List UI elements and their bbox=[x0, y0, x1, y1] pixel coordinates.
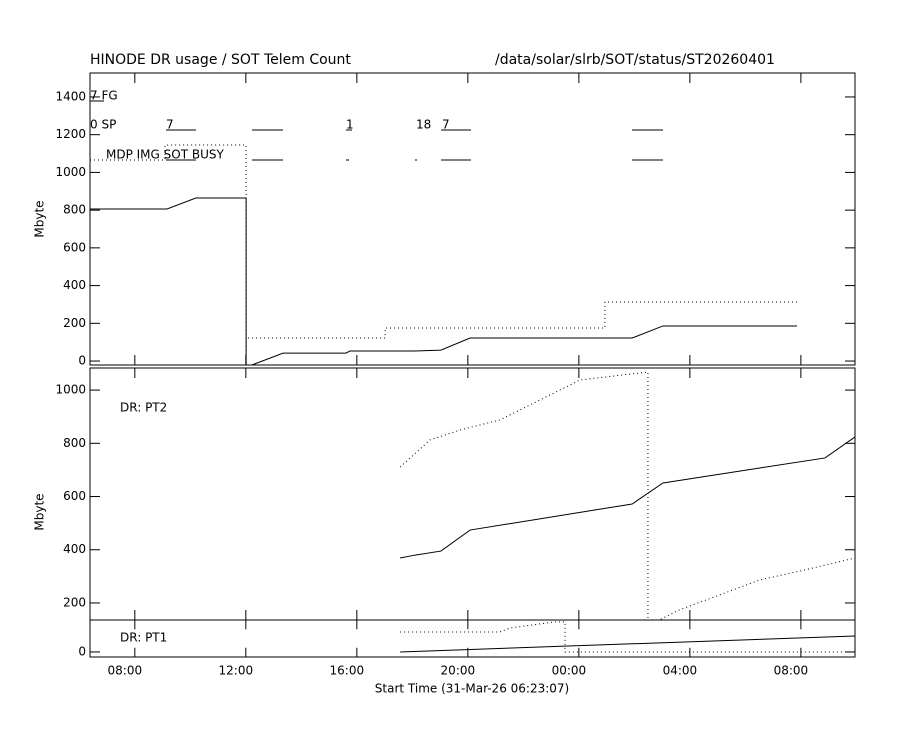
annotation: 7 bbox=[442, 118, 450, 132]
x-tick-label: 08:00 bbox=[774, 664, 809, 678]
panel-label: DR: PT1 bbox=[120, 631, 167, 645]
y-tick-label: 400 bbox=[63, 542, 86, 556]
y-tick-label: 800 bbox=[63, 203, 86, 217]
series-line bbox=[400, 436, 856, 559]
series-line bbox=[90, 144, 247, 365]
annotation: 7 FG bbox=[90, 89, 118, 103]
y-tick-label: 1400 bbox=[55, 89, 86, 103]
series-line bbox=[399, 371, 856, 621]
x-tick-label: 12:00 bbox=[219, 664, 254, 678]
y-tick-label: 1000 bbox=[55, 165, 86, 179]
y-tick-label: 600 bbox=[63, 240, 86, 254]
y-tick-label: 200 bbox=[63, 595, 86, 609]
series-line bbox=[400, 621, 855, 653]
chart-title: HINODE DR usage / SOT Telem Count bbox=[90, 52, 351, 68]
y-tick-label: 0 bbox=[78, 354, 86, 368]
x-tick-label: 04:00 bbox=[663, 664, 698, 678]
annotation: 7 bbox=[166, 118, 174, 132]
y-axis-label: Mbyte bbox=[33, 200, 47, 237]
y-tick-label: 1200 bbox=[55, 127, 86, 141]
annotation: 0 SP bbox=[90, 118, 116, 132]
y-tick-label: 400 bbox=[63, 278, 86, 292]
y-tick-label: 800 bbox=[63, 436, 86, 450]
series-line bbox=[400, 635, 856, 653]
y-tick-label: 1000 bbox=[55, 383, 86, 397]
x-tick-label: 08:00 bbox=[108, 664, 143, 678]
plot-frame bbox=[89, 619, 856, 658]
x-tick-label: 16:00 bbox=[330, 664, 365, 678]
x-tick-label: 00:00 bbox=[552, 664, 587, 678]
panel-label: DR: PT2 bbox=[120, 401, 167, 415]
x-axis-label: Start Time (31-Mar-26 06:23:07) bbox=[375, 682, 569, 696]
series-line bbox=[248, 301, 797, 339]
plot-frame bbox=[89, 367, 856, 621]
y-axis-label: Mbyte bbox=[33, 493, 47, 530]
y-tick-label: 600 bbox=[63, 489, 86, 503]
plot-frame bbox=[89, 72, 856, 366]
y-tick-label: 200 bbox=[63, 316, 86, 330]
annotation: 1 bbox=[346, 118, 354, 132]
x-tick-label: 20:00 bbox=[441, 664, 476, 678]
busy-segments bbox=[90, 100, 663, 161]
y-tick-label: 0 bbox=[78, 644, 86, 658]
chart-subtitle: /data/solar/slrb/SOT/status/ST20260401 bbox=[495, 52, 775, 68]
series-line bbox=[90, 197, 797, 366]
annotation: 18 bbox=[416, 118, 431, 132]
